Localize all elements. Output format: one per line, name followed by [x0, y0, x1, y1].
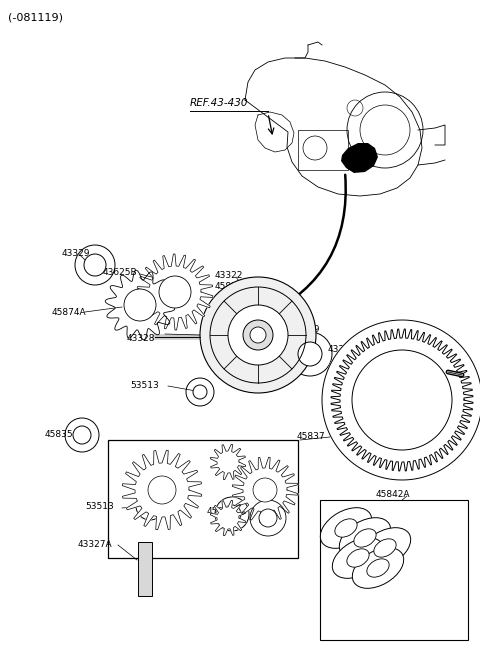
Circle shape: [352, 350, 452, 450]
Circle shape: [259, 509, 277, 527]
Ellipse shape: [335, 519, 357, 537]
Circle shape: [143, 499, 157, 513]
Text: 45835: 45835: [393, 540, 421, 549]
Circle shape: [124, 289, 156, 321]
Text: 43329: 43329: [62, 249, 91, 258]
Bar: [108, 440, 298, 558]
Circle shape: [65, 418, 99, 452]
Text: 43328: 43328: [127, 334, 156, 343]
Bar: [320, 500, 468, 640]
Polygon shape: [245, 58, 422, 196]
Circle shape: [250, 500, 286, 536]
Ellipse shape: [339, 518, 391, 558]
Ellipse shape: [360, 527, 411, 568]
Circle shape: [253, 478, 277, 502]
Circle shape: [337, 348, 373, 384]
Circle shape: [215, 497, 249, 531]
Polygon shape: [210, 444, 246, 480]
Polygon shape: [210, 501, 246, 536]
Bar: [298, 130, 348, 170]
Text: 43213: 43213: [440, 361, 468, 370]
Polygon shape: [232, 457, 298, 523]
Ellipse shape: [352, 548, 404, 588]
Text: 45835: 45835: [207, 507, 236, 516]
Polygon shape: [122, 450, 202, 530]
Circle shape: [148, 476, 176, 504]
Circle shape: [228, 305, 288, 365]
Ellipse shape: [367, 559, 389, 577]
Circle shape: [250, 327, 266, 343]
Ellipse shape: [374, 539, 396, 557]
Text: 43329: 43329: [292, 325, 321, 334]
Circle shape: [186, 378, 214, 406]
Ellipse shape: [354, 529, 376, 547]
Circle shape: [346, 357, 364, 375]
Circle shape: [84, 254, 106, 276]
Ellipse shape: [332, 538, 384, 579]
Text: 45842A: 45842A: [376, 490, 410, 499]
Text: 45835: 45835: [348, 528, 377, 537]
Circle shape: [136, 492, 164, 520]
Bar: [138, 542, 152, 596]
Text: 45835: 45835: [352, 568, 381, 577]
Text: 43625B: 43625B: [103, 268, 138, 277]
Text: 53513: 53513: [130, 381, 159, 390]
Circle shape: [193, 385, 207, 399]
Ellipse shape: [320, 508, 372, 548]
Circle shape: [298, 342, 322, 366]
Circle shape: [200, 277, 316, 393]
Circle shape: [75, 245, 115, 285]
Text: 45822: 45822: [215, 282, 243, 291]
Text: 43322: 43322: [215, 271, 243, 280]
Circle shape: [159, 276, 191, 308]
Circle shape: [243, 320, 273, 350]
Text: 45835: 45835: [45, 430, 73, 439]
Polygon shape: [331, 329, 473, 471]
Text: (-081119): (-081119): [8, 12, 63, 22]
Text: 45874A: 45874A: [52, 308, 86, 317]
Text: 43331T: 43331T: [328, 345, 362, 354]
Text: REF.43-430: REF.43-430: [190, 98, 249, 108]
Polygon shape: [341, 143, 378, 173]
Circle shape: [223, 505, 241, 523]
Circle shape: [73, 426, 91, 444]
Text: 45835: 45835: [326, 514, 355, 523]
Text: 53513: 53513: [85, 502, 114, 511]
Text: 45835: 45835: [328, 555, 357, 564]
Polygon shape: [137, 254, 213, 330]
Ellipse shape: [347, 549, 369, 567]
Text: 43332: 43332: [378, 336, 407, 345]
Text: 43327A: 43327A: [78, 540, 113, 549]
Text: 45837: 45837: [297, 432, 325, 441]
Circle shape: [288, 332, 332, 376]
Polygon shape: [322, 320, 480, 480]
